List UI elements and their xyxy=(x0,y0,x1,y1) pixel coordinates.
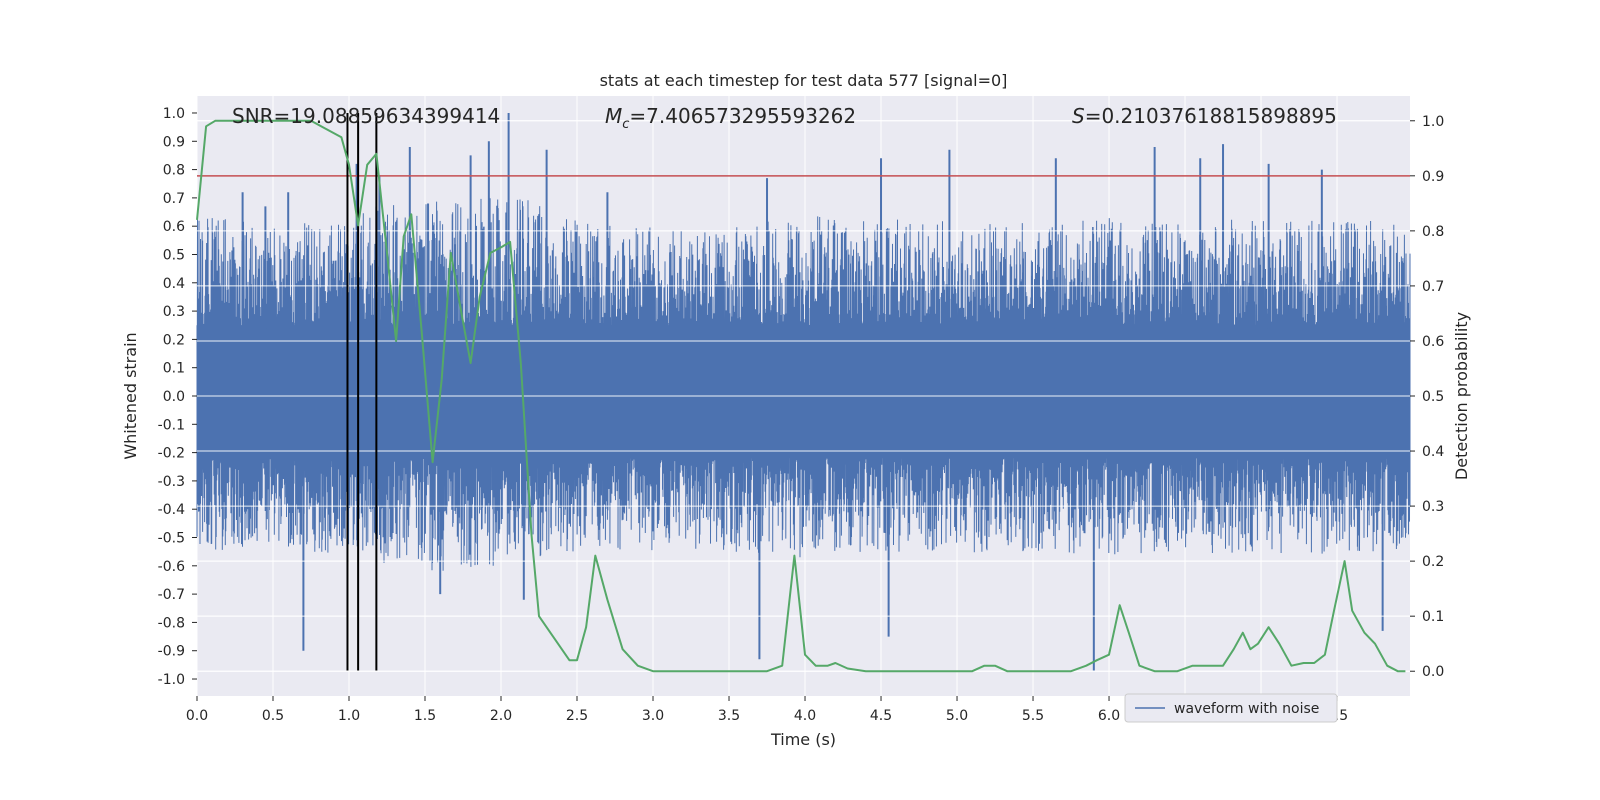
x-tick-label: 2.5 xyxy=(566,708,588,724)
y-tick-label: -0.2 xyxy=(158,446,185,462)
chirp-mass-subscript: c xyxy=(622,117,629,132)
s-symbol: S xyxy=(1072,104,1085,128)
vertical-markers xyxy=(346,112,378,671)
legend-entry-waveform: waveform with noise xyxy=(1174,701,1319,717)
chirp-mass-annotation: Mc=7.406573295593262 xyxy=(605,104,856,132)
x-tick-label: 1.5 xyxy=(414,708,436,724)
chirp-mass-value: =7.406573295593262 xyxy=(629,104,856,128)
y-tick-label: 0.5 xyxy=(163,247,185,263)
snr-annotation: SNR=19.08859634399414 xyxy=(232,104,500,128)
legend-box xyxy=(1124,693,1338,723)
probability-line xyxy=(196,119,1406,673)
y2-tick-label: 0.0 xyxy=(1422,664,1444,680)
y-tick-label: 0.4 xyxy=(163,276,185,292)
chirp-mass-symbol: M xyxy=(605,104,622,128)
y2-tick-label: 0.7 xyxy=(1422,279,1444,295)
y-tick-label: -0.4 xyxy=(158,502,185,518)
y-tick-label: 1.0 xyxy=(163,106,185,122)
y-tick-label: 0.1 xyxy=(163,361,185,377)
y-tick-label: 0.6 xyxy=(163,219,185,235)
y2-tick-label: 1.0 xyxy=(1422,114,1444,130)
y-tick-label: 0.7 xyxy=(163,191,185,207)
s-value: =0.21037618815898895 xyxy=(1085,104,1337,128)
x-tick-label: 3.5 xyxy=(718,708,740,724)
x-tick-label: 5.0 xyxy=(946,708,968,724)
x-tick-label: 0.5 xyxy=(262,708,284,724)
waveform-series xyxy=(196,112,1411,672)
y-axis-label: Whitened strain xyxy=(121,332,140,459)
y2-tick-label: 0.6 xyxy=(1422,334,1444,350)
y-tick-label: 0.8 xyxy=(163,163,185,179)
y-tick-label: -0.8 xyxy=(158,615,185,631)
y-tick-label: -0.3 xyxy=(158,474,185,490)
x-axis-label: Time (s) xyxy=(770,730,836,749)
x-tick-label: 0.0 xyxy=(186,708,208,724)
x-tick-label: 3.0 xyxy=(642,708,664,724)
y-tick-label: -0.7 xyxy=(158,587,185,603)
y-tick-label: -0.5 xyxy=(158,531,185,547)
y-tick-label: -1.0 xyxy=(158,672,185,688)
x-tick-label: 6.0 xyxy=(1098,708,1120,724)
y2-tick-label: 0.5 xyxy=(1422,389,1444,405)
y-tick-label: 0.9 xyxy=(163,134,185,150)
x-tick-label: 5.5 xyxy=(1022,708,1044,724)
x-tick-label: 4.0 xyxy=(794,708,816,724)
y-tick-label: -0.6 xyxy=(158,559,185,575)
y-tick-label: -0.9 xyxy=(158,644,185,660)
y-tick-label: 0.0 xyxy=(163,389,185,405)
y2-tick-label: 0.9 xyxy=(1422,169,1444,185)
probability-series xyxy=(196,119,1406,673)
x-tick-label: 4.5 xyxy=(870,708,892,724)
legend: waveform with noise xyxy=(1124,693,1338,723)
axes: 0.00.51.01.52.02.53.03.54.04.55.05.56.06… xyxy=(158,106,1445,724)
y2-tick-label: 0.3 xyxy=(1422,499,1444,515)
x-tick-label: 2.0 xyxy=(490,708,512,724)
y-tick-label: -0.1 xyxy=(158,417,185,433)
y2-tick-label: 0.4 xyxy=(1422,444,1444,460)
y2-tick-label: 0.1 xyxy=(1422,609,1444,625)
waveform-core xyxy=(197,328,1410,456)
y2-tick-label: 0.8 xyxy=(1422,224,1444,240)
y-tick-label: 0.2 xyxy=(163,332,185,348)
chart-title: stats at each timestep for test data 577… xyxy=(600,71,1008,90)
s-annotation: S=0.21037618815898895 xyxy=(1072,104,1337,128)
y2-axis-label: Detection probability xyxy=(1452,312,1471,480)
y2-tick-label: 0.2 xyxy=(1422,554,1444,570)
y-tick-label: 0.3 xyxy=(163,304,185,320)
x-tick-label: 1.0 xyxy=(338,708,360,724)
